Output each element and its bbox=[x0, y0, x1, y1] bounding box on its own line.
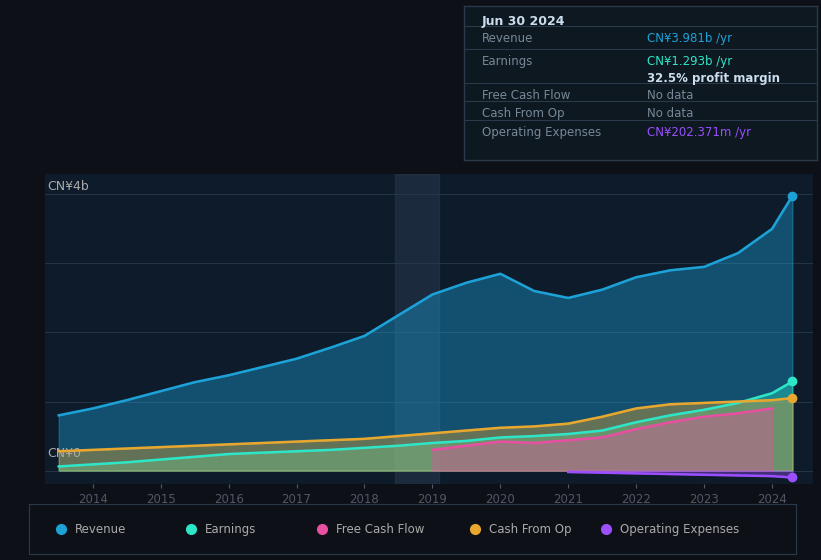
Text: Revenue: Revenue bbox=[75, 522, 126, 536]
Text: Free Cash Flow: Free Cash Flow bbox=[336, 522, 424, 536]
Text: Earnings: Earnings bbox=[205, 522, 257, 536]
Text: Earnings: Earnings bbox=[481, 55, 533, 68]
Text: CN¥3.981b /yr: CN¥3.981b /yr bbox=[648, 32, 732, 45]
Text: Cash From Op: Cash From Op bbox=[481, 108, 564, 120]
Text: Free Cash Flow: Free Cash Flow bbox=[481, 88, 570, 102]
Text: No data: No data bbox=[648, 108, 694, 120]
Text: Operating Expenses: Operating Expenses bbox=[620, 522, 739, 536]
Text: CN¥1.293b /yr: CN¥1.293b /yr bbox=[648, 55, 732, 68]
Text: 32.5% profit margin: 32.5% profit margin bbox=[648, 72, 781, 85]
Text: Jun 30 2024: Jun 30 2024 bbox=[481, 15, 565, 28]
Text: Operating Expenses: Operating Expenses bbox=[481, 126, 601, 139]
Text: CN¥4b: CN¥4b bbox=[48, 180, 89, 193]
Text: No data: No data bbox=[648, 88, 694, 102]
Text: Revenue: Revenue bbox=[481, 32, 533, 45]
Text: CN¥202.371m /yr: CN¥202.371m /yr bbox=[648, 126, 751, 139]
Text: CN¥0: CN¥0 bbox=[48, 446, 81, 460]
Text: Cash From Op: Cash From Op bbox=[489, 522, 571, 536]
Bar bbox=[395, 174, 439, 484]
